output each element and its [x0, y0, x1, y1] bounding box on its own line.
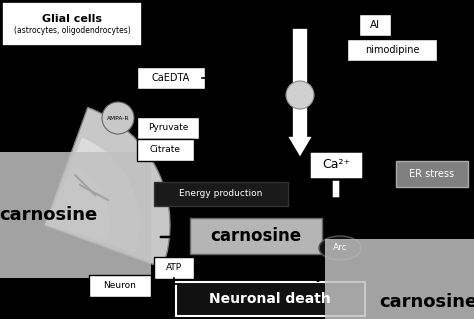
- Text: Citrate: Citrate: [149, 145, 181, 154]
- FancyBboxPatch shape: [309, 151, 363, 179]
- Wedge shape: [45, 108, 170, 268]
- Text: AMPA-R: AMPA-R: [107, 115, 129, 121]
- Text: carnosine: carnosine: [0, 206, 97, 224]
- Wedge shape: [45, 167, 110, 241]
- Text: (astrocytes, oligodendrocytes): (astrocytes, oligodendrocytes): [14, 26, 130, 35]
- Ellipse shape: [319, 236, 361, 260]
- FancyBboxPatch shape: [154, 182, 288, 206]
- FancyArrow shape: [329, 156, 343, 198]
- Text: carnosine: carnosine: [210, 227, 301, 245]
- Text: Arc: Arc: [333, 243, 347, 253]
- FancyBboxPatch shape: [137, 139, 194, 161]
- Text: ATP: ATP: [166, 263, 182, 272]
- FancyBboxPatch shape: [190, 218, 322, 254]
- Text: Al: Al: [370, 20, 380, 30]
- Text: carnosine: carnosine: [379, 293, 474, 311]
- Text: Ca²⁺: Ca²⁺: [322, 159, 350, 172]
- Text: Pyruvate: Pyruvate: [148, 123, 188, 132]
- Text: Energy production: Energy production: [179, 189, 263, 198]
- FancyBboxPatch shape: [137, 67, 205, 89]
- Circle shape: [286, 81, 314, 109]
- FancyBboxPatch shape: [176, 282, 365, 316]
- FancyBboxPatch shape: [137, 117, 199, 139]
- Text: ER stress: ER stress: [410, 169, 455, 179]
- Text: ?: ?: [314, 271, 322, 286]
- FancyBboxPatch shape: [347, 39, 437, 61]
- Text: nimodipine: nimodipine: [365, 45, 419, 55]
- FancyArrow shape: [287, 28, 313, 158]
- Circle shape: [102, 102, 134, 134]
- FancyBboxPatch shape: [396, 161, 468, 187]
- FancyBboxPatch shape: [359, 14, 391, 36]
- FancyBboxPatch shape: [2, 2, 142, 46]
- Text: CaEDTA: CaEDTA: [152, 73, 190, 83]
- Text: Neuron: Neuron: [103, 281, 137, 291]
- FancyBboxPatch shape: [154, 257, 194, 279]
- Text: Glucose: Glucose: [204, 123, 240, 132]
- Text: NAD: NAD: [196, 174, 216, 182]
- Text: Zn²⁺: Zn²⁺: [254, 142, 282, 154]
- FancyBboxPatch shape: [89, 275, 151, 297]
- Text: Neuronal death: Neuronal death: [209, 292, 331, 306]
- Text: Glial cells: Glial cells: [42, 14, 102, 24]
- Wedge shape: [45, 137, 140, 253]
